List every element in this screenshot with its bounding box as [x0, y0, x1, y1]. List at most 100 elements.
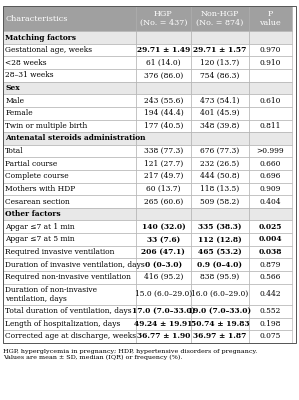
Bar	[3, 56, 136, 69]
Bar	[136, 44, 190, 56]
Text: 19.0 (7.0–33.0): 19.0 (7.0–33.0)	[188, 307, 251, 315]
Text: HGP, hyperglycemia in pregnancy; HDP, hypertensive disorders of pregnancy.
Value: HGP, hyperglycemia in pregnancy; HDP, hy…	[3, 349, 257, 360]
Text: Twin or multiple birth: Twin or multiple birth	[5, 122, 88, 130]
Bar	[3, 318, 136, 330]
Text: Characteristics: Characteristics	[5, 15, 68, 23]
Text: 121 (27.7): 121 (27.7)	[144, 160, 183, 168]
Text: 15.0 (6.0–29.0): 15.0 (6.0–29.0)	[135, 290, 192, 298]
Bar	[136, 170, 190, 182]
Text: Cesarean section: Cesarean section	[5, 198, 70, 206]
Text: Complete course: Complete course	[5, 172, 69, 180]
Bar	[249, 170, 292, 182]
Text: 33 (7.6): 33 (7.6)	[147, 235, 180, 243]
Bar	[3, 208, 136, 220]
Text: 265 (60.6): 265 (60.6)	[144, 198, 183, 206]
Text: Duration of invasive ventilation, days: Duration of invasive ventilation, days	[5, 260, 145, 268]
Bar	[136, 220, 190, 233]
Text: 0.038: 0.038	[259, 248, 282, 256]
Bar	[136, 157, 190, 170]
Bar	[249, 195, 292, 208]
Bar	[136, 233, 190, 246]
Bar	[249, 305, 292, 318]
Bar	[3, 145, 136, 157]
Bar	[190, 145, 249, 157]
Bar	[190, 182, 249, 195]
Text: Corrected age at discharge, weeks: Corrected age at discharge, weeks	[5, 332, 137, 340]
Bar	[3, 94, 136, 107]
Text: 838 (95.9): 838 (95.9)	[200, 273, 239, 281]
Text: 0.9 (0–4.0): 0.9 (0–4.0)	[197, 260, 242, 268]
Bar	[136, 69, 190, 82]
Bar	[190, 6, 249, 31]
Text: Mothers with HDP: Mothers with HDP	[5, 185, 76, 193]
Text: 509 (58.2): 509 (58.2)	[200, 198, 239, 206]
Bar	[136, 305, 190, 318]
Bar	[136, 195, 190, 208]
Text: 118 (13.5): 118 (13.5)	[200, 185, 239, 193]
Bar	[136, 31, 190, 44]
Text: 206 (47.1): 206 (47.1)	[141, 248, 185, 256]
Text: 335 (38.3): 335 (38.3)	[198, 223, 242, 231]
Text: 0.910: 0.910	[260, 59, 281, 67]
Text: Apgar ≤7 at 5 min: Apgar ≤7 at 5 min	[5, 235, 75, 243]
Text: 0.442: 0.442	[260, 290, 281, 298]
Text: Total: Total	[5, 147, 24, 155]
Bar	[3, 258, 136, 271]
Bar	[136, 318, 190, 330]
Bar	[190, 330, 249, 343]
Text: 0.566: 0.566	[260, 273, 281, 281]
Text: 140 (32.0): 140 (32.0)	[141, 223, 185, 231]
Bar	[249, 220, 292, 233]
Text: 338 (77.3): 338 (77.3)	[144, 147, 183, 155]
Bar	[190, 56, 249, 69]
Bar	[136, 107, 190, 120]
Text: 194 (44.4): 194 (44.4)	[144, 109, 183, 117]
Text: 60 (13.7): 60 (13.7)	[146, 185, 181, 193]
Bar	[3, 157, 136, 170]
Bar	[190, 284, 249, 305]
Bar	[3, 170, 136, 182]
Bar	[249, 82, 292, 94]
Bar	[136, 330, 190, 343]
Bar	[3, 31, 136, 44]
Text: Gestational age, weeks: Gestational age, weeks	[5, 46, 92, 54]
Text: 50.74 ± 19.83: 50.74 ± 19.83	[190, 320, 249, 328]
Text: Male: Male	[5, 97, 25, 105]
Bar	[190, 170, 249, 182]
Text: 17.0 (7.0–33.0): 17.0 (7.0–33.0)	[132, 307, 195, 315]
Bar	[249, 330, 292, 343]
Bar	[249, 44, 292, 56]
Text: HGP
(No. = 437): HGP (No. = 437)	[140, 10, 187, 27]
Text: 0.552: 0.552	[260, 307, 281, 315]
Bar	[190, 31, 249, 44]
Text: Required non-invasive ventilation: Required non-invasive ventilation	[5, 273, 131, 281]
Bar	[190, 220, 249, 233]
Text: Partial course: Partial course	[5, 160, 58, 168]
Text: 112 (12.8): 112 (12.8)	[198, 235, 242, 243]
Text: 0.610: 0.610	[260, 97, 281, 105]
Bar	[3, 69, 136, 82]
Bar	[249, 246, 292, 258]
Bar	[3, 182, 136, 195]
Text: 16.0 (6.0–29.0): 16.0 (6.0–29.0)	[191, 290, 248, 298]
Text: Matching factors: Matching factors	[5, 34, 76, 42]
Bar	[190, 120, 249, 132]
Text: 473 (54.1): 473 (54.1)	[200, 97, 239, 105]
Text: 0.404: 0.404	[260, 198, 281, 206]
Text: Duration of non-invasive
ventilation, days: Duration of non-invasive ventilation, da…	[5, 286, 97, 303]
Bar	[136, 258, 190, 271]
Bar	[249, 271, 292, 284]
Bar	[249, 31, 292, 44]
Text: 29.71 ± 1.49: 29.71 ± 1.49	[137, 46, 190, 54]
Text: 416 (95.2): 416 (95.2)	[144, 273, 183, 281]
Bar	[249, 120, 292, 132]
Text: 36.97 ± 1.87: 36.97 ± 1.87	[193, 332, 246, 340]
Bar	[136, 120, 190, 132]
Text: 754 (86.3): 754 (86.3)	[200, 71, 239, 79]
Bar	[136, 56, 190, 69]
Bar	[249, 145, 292, 157]
Text: Other factors: Other factors	[5, 210, 61, 218]
Text: Non-HGP
(No. = 874): Non-HGP (No. = 874)	[196, 10, 243, 27]
Bar	[190, 233, 249, 246]
Text: 217 (49.7): 217 (49.7)	[144, 172, 183, 180]
